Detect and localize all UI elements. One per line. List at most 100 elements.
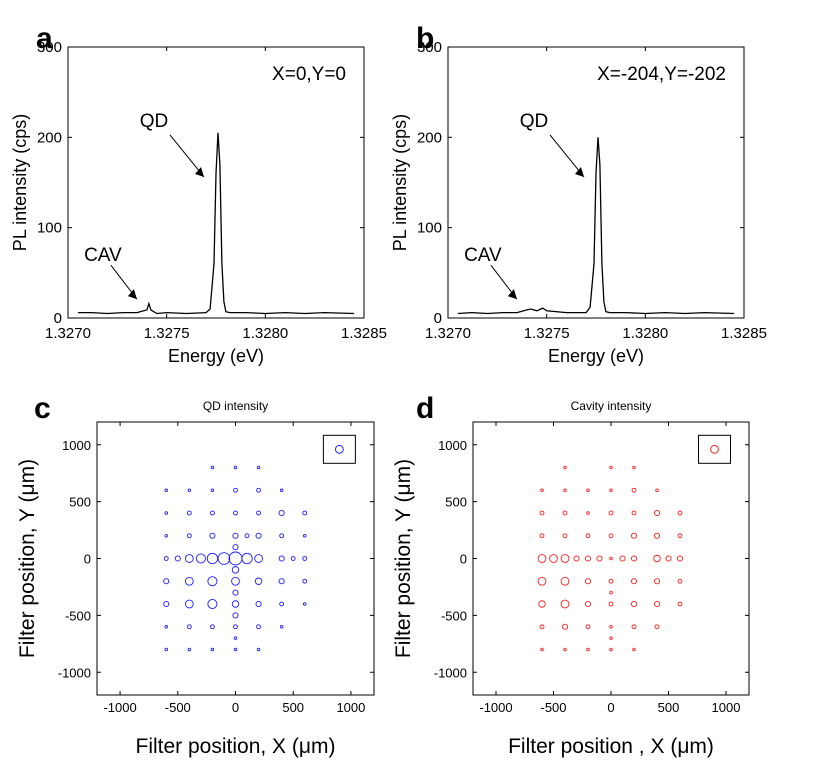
intensity-marker [677, 533, 683, 539]
intensity-marker [573, 555, 580, 562]
intensity-marker [609, 556, 613, 561]
intensity-marker [653, 554, 661, 563]
intensity-marker [586, 511, 590, 515]
intensity-marker [609, 488, 613, 493]
x-tick-label: 1000 [336, 700, 365, 715]
intensity-marker [231, 600, 240, 608]
intensity-marker [290, 556, 296, 561]
y-tick-label: 0 [460, 552, 467, 567]
x-tick-label: -500 [540, 700, 566, 715]
intensity-marker [609, 590, 613, 595]
y-tick-label: -1000 [58, 665, 91, 680]
intensity-marker [653, 578, 661, 585]
intensity-marker [256, 487, 261, 493]
intensity-marker [232, 589, 239, 596]
intensity-marker [653, 600, 661, 608]
intensity-marker [210, 465, 215, 470]
intensity-marker [186, 533, 192, 539]
intensity-marker [676, 555, 684, 562]
intensity-marker [609, 647, 613, 652]
intensity-marker [278, 555, 285, 562]
y-tick-label: 200 [37, 129, 62, 146]
intensity-marker [539, 510, 545, 516]
intensity-marker [187, 488, 192, 493]
legend-box [698, 434, 731, 464]
intensity-marker [186, 624, 192, 630]
y-tick-label: 100 [37, 220, 62, 237]
intensity-marker [632, 465, 636, 470]
panel-letter-b: b [416, 22, 434, 55]
intensity-marker [585, 533, 591, 539]
intensity-marker [232, 612, 239, 619]
intensity-marker [163, 556, 169, 561]
intensity-marker [164, 511, 168, 515]
intensity-marker [255, 600, 262, 608]
intensity-marker [256, 624, 261, 630]
intensity-marker [608, 510, 614, 516]
intensity-marker [562, 510, 568, 516]
x-tick-label: 0 [232, 700, 239, 715]
x-tick-label: 500 [282, 700, 304, 715]
intensity-marker [256, 510, 261, 516]
y-tick-label: 0 [434, 310, 442, 327]
intensity-marker [609, 636, 613, 640]
intensity-marker [255, 532, 262, 539]
intensity-marker [585, 624, 591, 630]
x-tick-label: 500 [658, 700, 680, 715]
intensity-marker [631, 487, 637, 493]
spectrum-line [457, 137, 735, 315]
intensity-marker [302, 510, 308, 516]
intensity-marker [209, 532, 216, 539]
y-tick-label: 300 [37, 39, 62, 56]
intensity-marker [279, 625, 284, 629]
panel-a: a 1.3270 1.3275 1.3280 1.3285 0 100 200 300 Energ… [10, 22, 387, 366]
intensity-marker [163, 600, 170, 608]
intensity-marker [256, 647, 261, 652]
x-tick-label: 1.3270 [425, 325, 471, 342]
y-axis-label: Filter position, Y (μm) [16, 459, 39, 658]
panel-d: d -1000 -500 0 500 1000 -1000 -500 0 500 1000 Filte… [392, 392, 750, 758]
intensity-marker [217, 552, 231, 565]
intensity-marker [563, 647, 567, 652]
x-tick-label: -1000 [103, 700, 136, 715]
x-tick-label: 1000 [712, 700, 741, 715]
x-axis-label: Energy (eV) [548, 346, 644, 366]
panel-b: b 1.3270 1.3275 1.3280 1.3285 0 100 200 300 Energ… [390, 22, 767, 366]
intensity-marker [586, 488, 590, 493]
intensity-marker [549, 554, 558, 563]
intensity-marker [210, 624, 215, 630]
intensity-marker [608, 578, 614, 584]
x-tick-label: 1.3280 [242, 325, 288, 342]
intensity-marker [302, 578, 308, 584]
intensity-marker [630, 532, 638, 539]
intensity-marker [164, 647, 168, 652]
intensity-marker [677, 601, 683, 607]
intensity-marker [560, 599, 570, 609]
intensity-marker [207, 576, 218, 587]
intensity-marker [233, 510, 238, 516]
intensity-marker [537, 576, 547, 586]
scatter-title: QD intensity [203, 399, 268, 413]
intensity-marker [279, 533, 285, 539]
intensity-marker [584, 600, 592, 608]
intensity-marker [233, 647, 238, 652]
y-tick-label: 500 [69, 495, 91, 510]
intensity-marker [303, 534, 307, 538]
intensity-marker [677, 510, 683, 516]
intensity-marker [539, 624, 545, 630]
intensity-marker [207, 599, 218, 610]
intensity-marker [631, 510, 637, 516]
spectrum-line [77, 132, 355, 315]
intensity-marker [163, 578, 170, 585]
x-tick-label: 1.3270 [45, 325, 91, 342]
intensity-marker [302, 556, 308, 561]
intensity-marker [563, 465, 567, 470]
intensity-marker [231, 576, 240, 586]
panel-letter-a: a [36, 22, 53, 55]
legend-marker [710, 444, 719, 454]
intensity-marker [279, 488, 284, 493]
x-tick-label: 1.3285 [721, 325, 767, 342]
intensity-marker [630, 555, 638, 562]
intensity-marker [195, 553, 206, 564]
cav-label: CAV [464, 245, 502, 266]
